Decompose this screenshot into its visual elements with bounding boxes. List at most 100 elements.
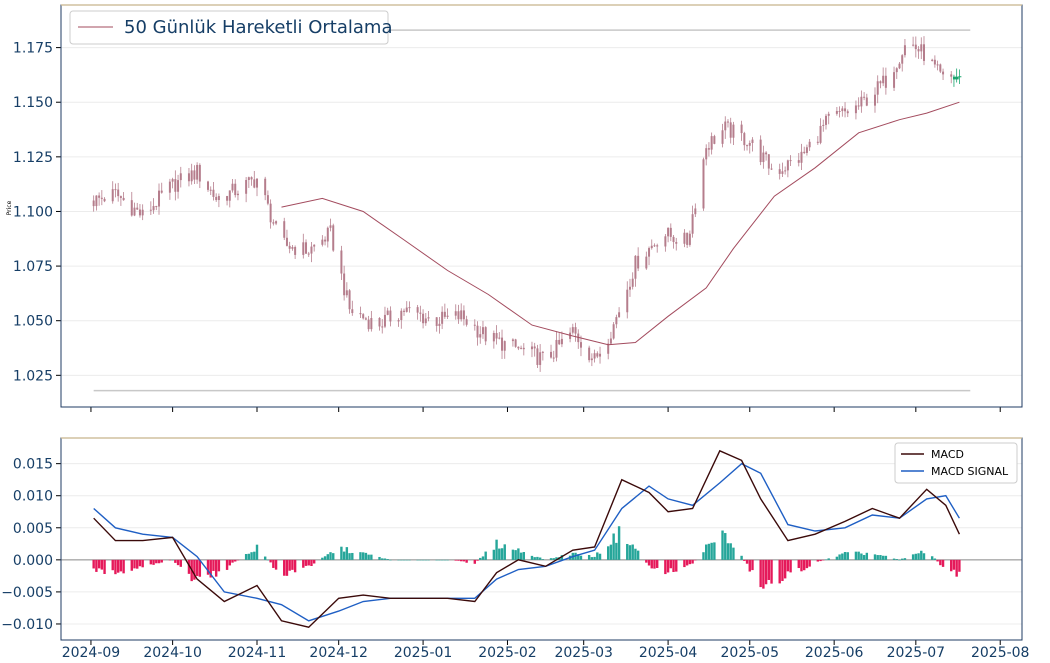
- candle-body: [119, 196, 122, 198]
- macd-histogram-bar: [231, 559, 234, 563]
- candle-body: [370, 318, 373, 330]
- candle-body: [664, 236, 667, 247]
- x-tick-label: 2025-01: [394, 645, 453, 661]
- macd-histogram-bar: [541, 559, 545, 560]
- macd-histogram-bar: [421, 559, 425, 561]
- macd-histogram-bar: [457, 559, 460, 561]
- macd-histogram-bar: [710, 542, 713, 560]
- candle-body: [560, 338, 563, 345]
- macd-histogram-bar: [209, 559, 212, 578]
- macd-histogram-bar: [606, 546, 610, 560]
- macd-histogram-bar: [492, 549, 496, 560]
- candle-body: [498, 337, 501, 339]
- macd-histogram-bar: [187, 559, 191, 574]
- macd-histogram-bar: [263, 556, 267, 560]
- candle-body: [310, 246, 313, 254]
- candle-body: [332, 225, 335, 251]
- candle-body: [250, 177, 253, 180]
- macd-histogram-bar: [340, 546, 343, 560]
- candle-body: [403, 310, 406, 312]
- macd-histogram-bar: [329, 552, 332, 560]
- candle-body: [854, 105, 857, 114]
- macd-histogram-bar: [103, 559, 106, 574]
- candle-body: [645, 256, 648, 269]
- macd-histogram-bar: [598, 553, 602, 560]
- candle-body: [667, 227, 670, 237]
- macd-histogram-bar: [234, 559, 237, 562]
- candle-body: [841, 108, 844, 112]
- candle-body: [686, 232, 689, 245]
- price-panel: 1.025 1.050 1.075 1.100 1.125 1.150 1.175 Pric…: [6, 4, 1023, 412]
- macd-histogram-bar: [160, 559, 163, 563]
- macd-histogram-bar: [400, 559, 403, 561]
- candle-body: [326, 227, 329, 242]
- candle-body: [574, 327, 577, 334]
- price-legend: 50 Günlük Hareketli Ortalama: [69, 10, 392, 45]
- x-tick-label: 2025-06: [805, 645, 864, 661]
- price-axis-label: Price: [6, 200, 13, 215]
- candle-body: [269, 203, 272, 223]
- macd-panel: −0.010 −0.005 0.000 0.005 0.010 0.015 2024-09…: [1, 437, 1029, 661]
- candle-body: [555, 339, 558, 358]
- candle-body: [378, 318, 381, 327]
- macd-histogram-bar: [645, 559, 648, 563]
- macd-histogram-bar: [152, 559, 155, 565]
- price-y-tick-label: 1.175: [13, 41, 53, 57]
- candle-body: [797, 160, 800, 163]
- macd-histogram-bar: [950, 559, 953, 572]
- candle-body: [628, 286, 631, 290]
- macd-histogram-bar: [617, 526, 621, 560]
- candle-body: [285, 237, 288, 246]
- candle-body: [454, 311, 457, 316]
- macd-histogram-bar: [688, 559, 692, 565]
- candle-body: [778, 169, 781, 174]
- candle-body: [607, 343, 610, 354]
- candle-body: [800, 151, 803, 163]
- candle-body: [705, 148, 708, 160]
- macd-histogram-bar: [745, 559, 749, 564]
- macd-histogram-bar: [800, 559, 803, 572]
- macd-histogram-bar: [536, 556, 539, 560]
- candle-body: [724, 121, 727, 131]
- macd-histogram-bar: [228, 559, 231, 566]
- candle-body: [656, 245, 659, 247]
- macd-histogram-bar: [312, 559, 316, 564]
- macd-histogram-bar: [435, 559, 438, 561]
- macd-panel-frame: [60, 437, 1023, 641]
- macd-histogram-bar: [304, 559, 308, 566]
- macd-histogram-bar: [560, 555, 564, 560]
- macd-histogram-bar: [454, 559, 457, 561]
- candle-body: [217, 196, 220, 201]
- candle-body: [781, 171, 784, 174]
- candle-body: [117, 189, 120, 197]
- candle-body: [637, 255, 640, 269]
- candle-body: [130, 200, 133, 216]
- macd-y-tick-label: 0.010: [13, 489, 53, 505]
- macd-histogram-bar: [892, 558, 896, 560]
- candle-body: [876, 81, 879, 95]
- candle-body: [942, 71, 945, 75]
- macd-histogram-bar: [626, 543, 629, 560]
- macd-histogram-bar: [759, 559, 762, 588]
- macd-histogram-bar: [955, 559, 958, 577]
- macd-histogram-bar: [647, 559, 651, 566]
- macd-histogram-bar: [666, 559, 670, 573]
- macd-histogram-bar: [293, 559, 297, 573]
- candle-body: [400, 310, 403, 321]
- macd-histogram: [92, 526, 961, 589]
- candle-body: [893, 72, 896, 88]
- candle-body: [198, 164, 201, 182]
- macd-histogram-bar: [440, 559, 444, 561]
- candle-body: [492, 333, 495, 342]
- candle-body: [824, 115, 827, 125]
- macd-histogram-bar: [876, 555, 879, 560]
- x-tick-label: 2025-03: [554, 645, 613, 661]
- candle-body: [465, 319, 468, 325]
- candle-body: [351, 309, 354, 314]
- macd-histogram-bar: [359, 552, 362, 560]
- candle-body: [462, 310, 465, 320]
- candle-body: [901, 55, 904, 64]
- candle-body: [786, 160, 789, 171]
- candle-body: [958, 76, 962, 78]
- macd-histogram-bar: [555, 557, 558, 560]
